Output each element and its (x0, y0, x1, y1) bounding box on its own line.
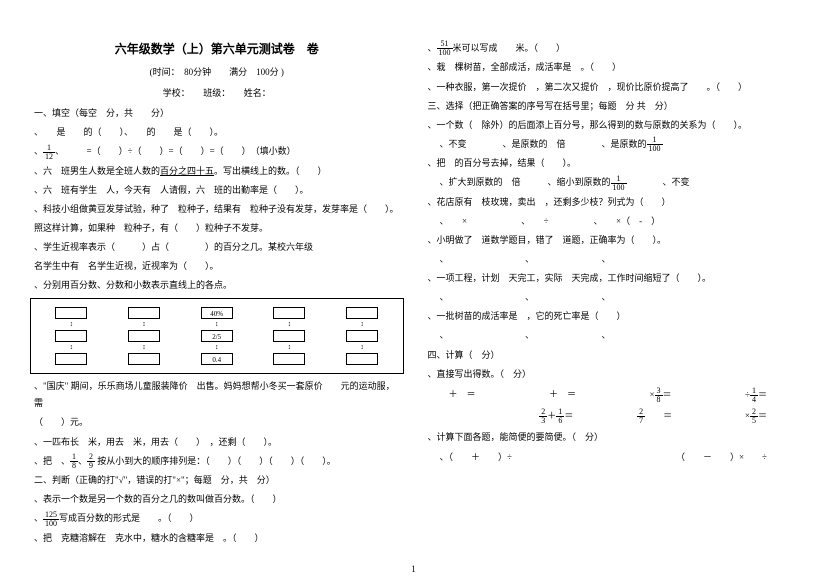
frac-3-8: 38 (655, 387, 663, 404)
j1: 、表示一个数是另一个数的百分之几的数叫做百分数。（ ） (30, 491, 404, 508)
c2-options: 、扩大到原数的 倍 、缩小到原数的1100 、不变 (424, 174, 798, 191)
q9: 、一匹布长 米，用去 米，用去（ ） ，还剩（ ）。 (30, 434, 404, 451)
calc-expr: ×25＝ (736, 408, 767, 425)
calc-row-1: ＋ ＝ ＋ ＝ ×38＝ ÷14＝ (424, 387, 798, 404)
calc-expr: 23＋16＝ (539, 408, 573, 425)
calc-expr: ×38＝ (640, 387, 671, 404)
updown-icon: ↕ (215, 344, 219, 351)
updown-icon: ↕ (288, 344, 292, 351)
frac-1-8: 18 (70, 453, 78, 470)
c5-options: 、 、 、 (424, 289, 798, 306)
calc-expr: （ － ）× ÷ (676, 450, 767, 463)
q2: 、112、 =（ ）÷（ ）=（ ）=（ ） （填小数） (30, 143, 404, 160)
calc-expr: 、（ ＋ ）÷ (440, 450, 512, 463)
q8: 、"国庆" 期间，乐乐商场儿童服装降价 出售。妈妈想帮小冬买一套原价 元的运动服… (30, 378, 404, 412)
q7: 、分别用百分数、分数和小数表示直线上的各点。 (30, 277, 404, 294)
exam-meta: 学校： 班级： 姓名： (30, 86, 404, 99)
c1-options: 、不变 、是原数的 倍 、是原数的1100 (424, 136, 798, 153)
updown-icon: ↕ (142, 321, 146, 328)
calc-expr: ＋ ＝ (540, 387, 576, 404)
frac-1-100a: 1100 (647, 136, 663, 153)
calc-row-2: 23＋16＝ 27 ＝ ×25＝ (424, 408, 798, 425)
updown-icon: ↕ (215, 321, 219, 328)
q4: 、六 班有学生 人，今天有 人请假，六 班的出勤率是（ ）。 (30, 182, 404, 199)
q8b: （ ）元。 (30, 414, 404, 431)
r3: 、一种衣服，第一次提价 ，第二次又提价 ，现价比原价提高了 。（ ） (424, 79, 798, 96)
j2: 、125100写成百分数的形式是 。（ ） (30, 510, 404, 527)
updown-icon: ↕ (360, 344, 364, 351)
frac-2-5: 25 (750, 408, 758, 425)
page-root: 六年级数学（上）第六单元测试卷 卷 (时间： 80分钟 满分 100分 ) 学校… (0, 0, 827, 569)
page-number: 1 (411, 564, 416, 574)
calc2-head: 、计算下面各题，能简便的要简便。（ 分） (424, 429, 798, 446)
calc-expr: 27 ＝ (637, 408, 672, 425)
section-1-head: 一、填空（每空 分，共 分） (30, 105, 404, 122)
bar-1: ↕↕ (128, 307, 160, 365)
updown-icon: ↕ (288, 321, 292, 328)
right-column: 、51100米可以写成 米。（ ） 、栽 棵树苗，全部成活，成活率是 。（ ） … (424, 40, 798, 549)
q3-underline: 百分之四十五 (160, 166, 214, 176)
q6a: 、学生近视率表示（ ）占（ ）的百分之几。某校六年级 (30, 239, 404, 256)
calc-row-3: 、（ ＋ ）÷ （ － ）× ÷ (424, 450, 798, 463)
bar-4: ↕↕ (346, 307, 378, 365)
q2-text: 、 =（ ）÷（ ）=（ ）=（ ） （填小数） (55, 146, 296, 156)
updown-icon: ↕ (360, 321, 364, 328)
calc-expr (440, 408, 476, 425)
frac-2-7: 27 (637, 408, 645, 425)
c5: 、一项工程，计划 天完工，实际 天完成，工作时间缩短了（ ）。 (424, 270, 798, 287)
number-line-chart: ↕↕ ↕↕ 40%↕2/5↕0.4 ↕↕ ↕↕ (30, 298, 404, 374)
section-2-head: 二、判断（正确的打"√"，错误的打"×"；每题 分，共 分） (30, 472, 404, 489)
c3: 、花店原有 枝玫瑰，卖出 ，还剩多少枝？列式为（ ） (424, 194, 798, 211)
frac-1-6: 16 (556, 408, 564, 425)
frac-51-100: 51100 (437, 40, 453, 57)
c3-options: 、 × 、 ÷ 、 ×（ - ） (424, 213, 798, 230)
frac-1-12: 112 (43, 144, 55, 161)
c1: 、一个数（ 除外）的后面添上百分号，那么得到的数与原数的关系为（ ）。 (424, 117, 798, 134)
q6b: 名学生中有 名学生近视，近视率为（ ）。 (30, 258, 404, 275)
r1: 、51100米可以写成 米。（ ） (424, 40, 798, 57)
left-column: 六年级数学（上）第六单元测试卷 卷 (时间： 80分钟 满分 100分 ) 学校… (30, 40, 404, 549)
calc1-head: 、直接写出得数。（ 分） (424, 366, 798, 383)
section-3-head: 三、选择（把正确答案的序号写在括号里；每题 分 共 分） (424, 98, 798, 115)
q5a: 、科技小组做黄豆发芽试验，种了 粒种子，结果有 粒种子没有发芽，发芽率是（ ）。 (30, 201, 404, 218)
exam-subtitle: (时间： 80分钟 满分 100分 ) (30, 65, 404, 78)
frac-1-4: 14 (750, 387, 758, 404)
frac-1-100b: 1100 (611, 175, 627, 192)
j3: 、把 克糖溶解在 克水中，糖水的含糖率是 。（ ） (30, 530, 404, 547)
frac-2-3: 23 (539, 408, 547, 425)
updown-icon: ↕ (70, 344, 74, 351)
q3: 、六 班男生人数是全班人数的百分之四十五。写出横线上的数。（ ） (30, 163, 404, 180)
bar-0: ↕↕ (55, 307, 87, 365)
calc-expr: ＋ ＝ (440, 387, 476, 404)
exam-title: 六年级数学（上）第六单元测试卷 卷 (30, 40, 404, 57)
frac-2-9: 29 (87, 453, 95, 470)
c4-options: 、 、 、 (424, 251, 798, 268)
q1: 、 是 的（ ）、 的 是（ ）。 (30, 124, 404, 141)
section-4-head: 四、计算（ 分） (424, 347, 798, 364)
c6: 、一批树苗的成活率是 ，它的死亡率是（ ） (424, 308, 798, 325)
q5b: 照这样计算，如果种 粒种子，有（ ）粒种子不发芽。 (30, 220, 404, 237)
bar-3: ↕↕ (273, 307, 305, 365)
frac-125-100: 125100 (43, 511, 59, 528)
c4: 、小明做了 道数学题目，错了 道题，正确率为（ ）。 (424, 232, 798, 249)
calc-expr: ÷14＝ (736, 387, 767, 404)
q10: 、把 、18、29 按从小到大的顺序排列是：（ ）（ ）（ ）（ ）。 (30, 453, 404, 470)
updown-icon: ↕ (142, 344, 146, 351)
c2: 、把 的百分号去掉，结果（ ）。 (424, 155, 798, 172)
updown-icon: ↕ (70, 321, 74, 328)
bar-2: 40%↕2/5↕0.4 (201, 307, 233, 365)
c6-options: 、 、 、 (424, 327, 798, 344)
r2: 、栽 棵树苗，全部成活，成活率是 。（ ） (424, 59, 798, 76)
